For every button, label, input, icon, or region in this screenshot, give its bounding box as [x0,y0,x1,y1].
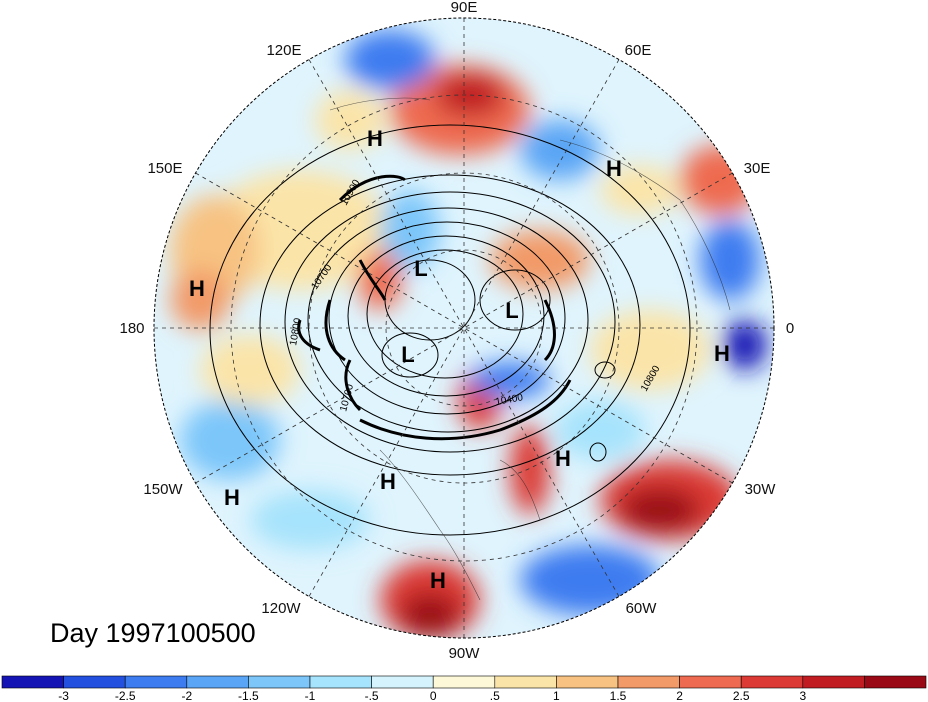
colorbar-tick-label: 1 [553,689,560,702]
high-center: H [714,341,730,366]
colorbar-swatch [309,675,372,689]
colorbar-swatch [371,675,434,689]
coastlines [329,97,731,601]
lon-label-150e: 150E [147,160,182,177]
high-center: H [430,568,446,593]
map-boundary [153,17,775,639]
colorbar-swatch [802,675,865,689]
colorbar-swatch [1,675,64,689]
colorbar-tick-label: -1 [305,689,316,702]
high-center: H [224,485,240,510]
colorbar-tick-label: .5 [490,689,500,702]
high-center: H [555,446,571,471]
colorbar-tick-label: -3 [58,689,69,702]
low-center: L [414,256,427,281]
lon-label-120e: 120E [266,42,301,59]
lon-label-0: 0 [786,320,794,337]
colorbar-swatch [556,675,619,689]
colorbar-swatch [248,675,311,689]
high-center: H [189,276,205,301]
contour-label: 10800 [288,317,304,347]
contour-label: 10400 [495,392,525,408]
lon-label-30e: 30E [744,160,771,177]
colorbar-tick-label: 2.5 [733,689,750,702]
height-contours [209,124,691,536]
colorbar-swatch [740,675,804,689]
lon-label-90w: 90W [449,645,481,662]
longitude-labels: 90E 60E 30E 0 30W 60W 90W 120W 150W 180 … [119,0,794,662]
lon-label-30w: 30W [745,481,777,498]
colorbar-swatch [617,675,680,689]
colorbar-tick-label: 2 [676,689,683,702]
day-label: Day 1997100500 [50,618,256,648]
colorbar-swatch [432,675,496,689]
colorbar-swatch [124,675,188,689]
colorbar-tick-label: -.5 [365,689,379,702]
colorbar-tick-label: 0 [430,689,437,702]
lon-label-180: 180 [119,320,144,337]
colorbar-swatch [186,675,249,689]
pressure-centers: H H H H H H H H L L L [189,126,730,593]
low-center: L [505,298,518,323]
colorbar-tick-label: -1.5 [238,689,259,702]
lon-label-60e: 60E [625,42,652,59]
colorbar-swatch [679,675,742,689]
colorbar-tick-label: -2.5 [115,689,136,702]
lon-label-150w: 150W [143,481,183,498]
low-center: L [401,342,414,367]
graticule [154,18,774,638]
high-center: H [606,156,622,181]
colorbar-swatch [494,675,557,689]
colorbar-swatch [63,675,126,689]
colorbar-tick-label: 3 [799,689,806,702]
colorbar-tick-label: 1.5 [610,689,627,702]
colorbar-tick-label: -2 [181,689,192,702]
high-center: H [380,469,396,494]
lon-label-90e: 90E [451,0,478,16]
colorbar: -3 -2.5 -2 -1.5 -1 -.5 0 .5 1 1.5 2 2.5 3 [1,675,927,702]
colorbar-swatch [864,675,927,689]
lon-label-60w: 60W [626,600,658,617]
high-center: H [367,126,383,151]
lon-label-120w: 120W [261,600,301,617]
